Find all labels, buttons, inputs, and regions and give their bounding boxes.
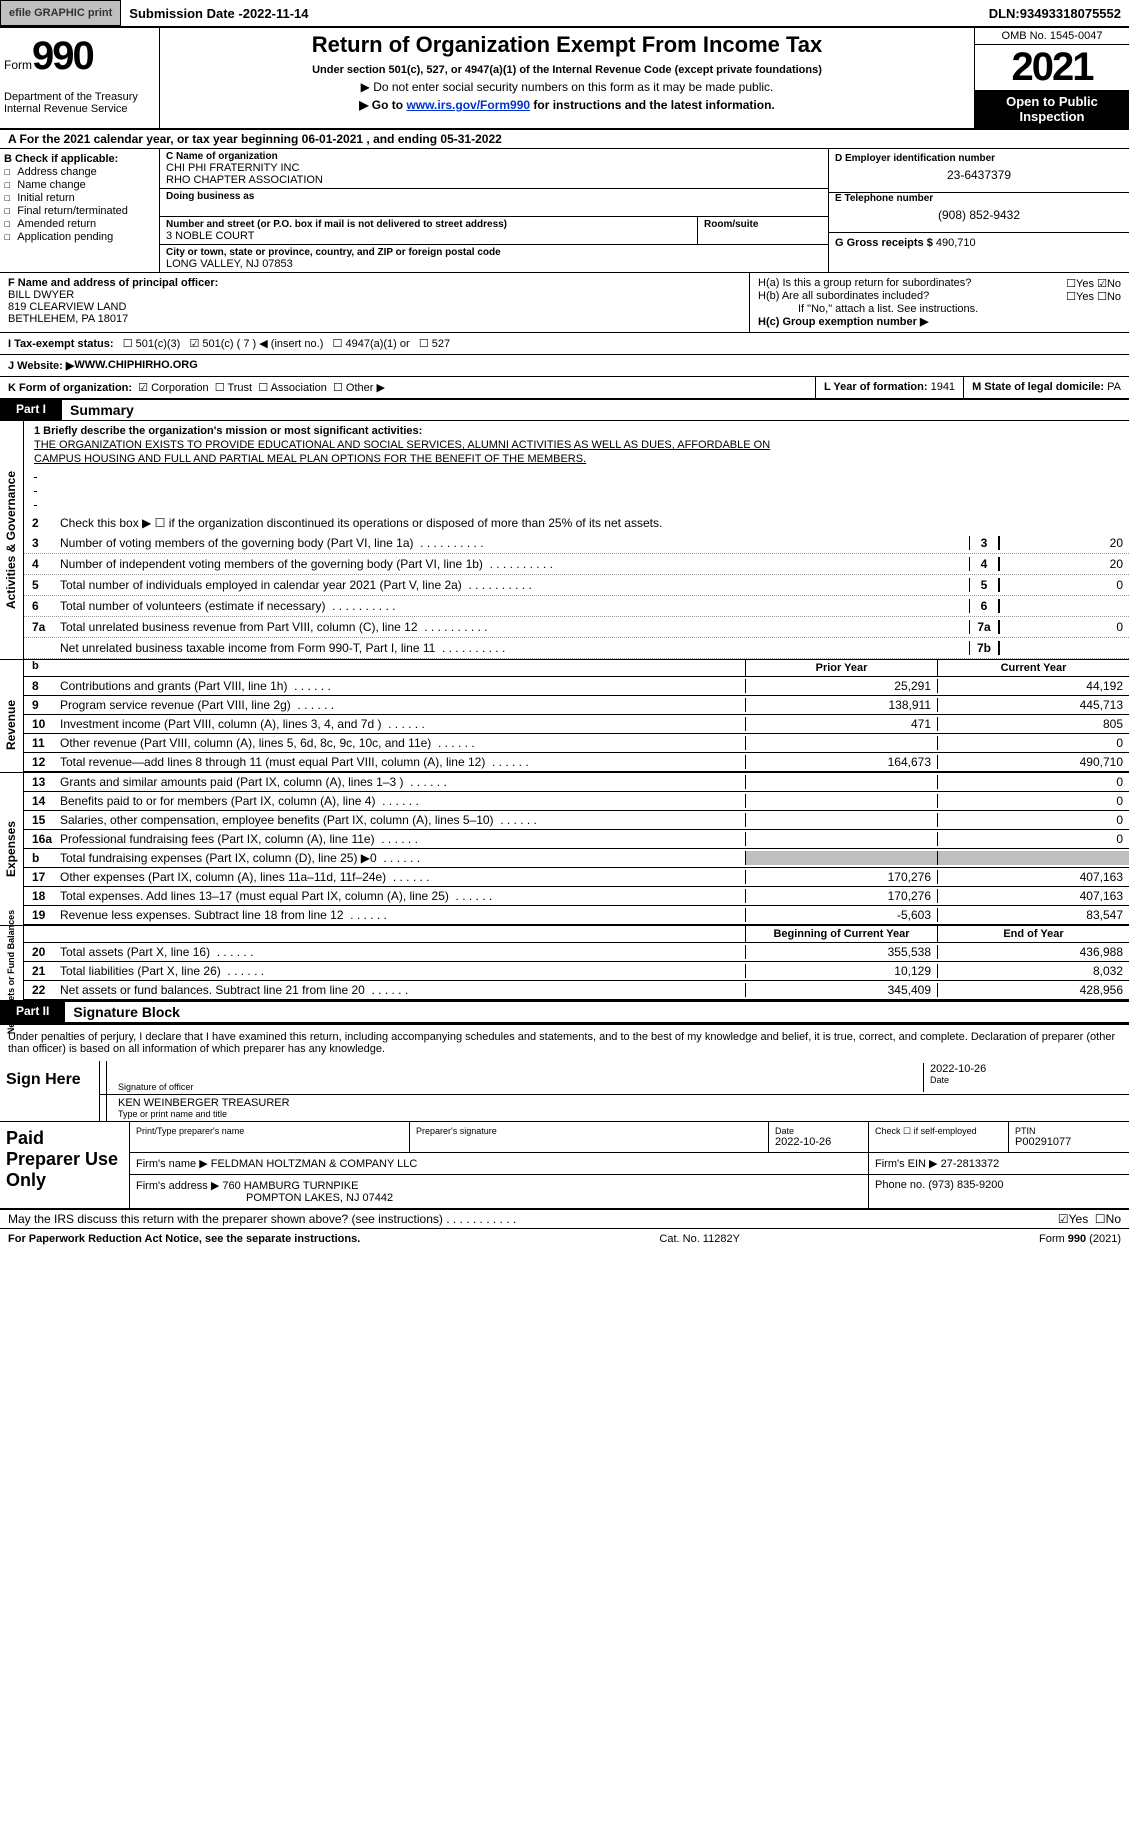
sign-here-block: Sign Here Signature of officer 2022-10-2… [0, 1061, 1129, 1122]
top-toolbar: efile GRAPHIC print Submission Date - 20… [0, 0, 1129, 28]
line-5: 5 Total number of individuals employed i… [24, 575, 1129, 596]
line-13: 13 Grants and similar amounts paid (Part… [24, 773, 1129, 792]
officer-addr1: 819 CLEARVIEW LAND [8, 301, 741, 313]
vtab-net-assets: Net Assets or Fund Balances [0, 943, 24, 1000]
dba-label: Doing business as [166, 191, 822, 202]
firm-phone: (973) 835-9200 [928, 1179, 1003, 1191]
check-amended[interactable]: ☐ [4, 217, 17, 230]
line-10: 10 Investment income (Part VIII, column … [24, 715, 1129, 734]
omb-number: OMB No. 1545-0047 [975, 28, 1129, 45]
line-21: 21 Total liabilities (Part X, line 26) .… [24, 962, 1129, 981]
department-line: Department of the Treasury Internal Reve… [4, 91, 155, 115]
line-12: 12 Total revenue—add lines 8 through 11 … [24, 753, 1129, 772]
goto-link-line: ▶ Go to www.irs.gov/Form990 for instruct… [166, 98, 968, 112]
line-7a: 7a Total unrelated business revenue from… [24, 617, 1129, 638]
vtab-activities: Activities & Governance [0, 421, 24, 659]
graphic-print-button[interactable]: efile GRAPHIC print [0, 0, 121, 26]
check-applicable-label: B Check if applicable: [4, 153, 118, 165]
domicile-state: PA [1107, 381, 1121, 393]
part2-header: Part II Signature Block [0, 1002, 1129, 1023]
vtab-revenue: Revenue [0, 677, 24, 772]
line-8: 8 Contributions and grants (Part VIII, l… [24, 677, 1129, 696]
org-name-2: RHO CHAPTER ASSOCIATION [166, 174, 822, 186]
tel-label: E Telephone number [835, 193, 1123, 204]
check-initial[interactable]: ☐ [4, 191, 17, 204]
line-20: 20 Total assets (Part X, line 16) . . . … [24, 943, 1129, 962]
line-22: 22 Net assets or fund balances. Subtract… [24, 981, 1129, 1000]
org-name-label: C Name of organization [166, 151, 822, 162]
block-bcd: B Check if applicable: ☐ Address change … [0, 149, 1129, 273]
firm-addr2: POMPTON LAKES, NJ 07442 [246, 1192, 393, 1204]
firm-addr1: 760 HAMBURG TURNPIKE [222, 1180, 358, 1192]
room-suite-label: Room/suite [698, 217, 828, 244]
open-public-badge: Open to Public Inspection [975, 90, 1129, 128]
form-subtitle-1: Under section 501(c), 527, or 4947(a)(1)… [166, 64, 968, 76]
page-footer: For Paperwork Reduction Act Notice, see … [0, 1229, 1129, 1249]
vtab-expenses: Expenses [0, 773, 24, 925]
dln: DLN: 93493318075552 [981, 0, 1129, 26]
submission-date: Submission Date - 2022-11-14 [121, 0, 316, 26]
line-14: 14 Benefits paid to or for members (Part… [24, 792, 1129, 811]
line-19: 19 Revenue less expenses. Subtract line … [24, 906, 1129, 925]
line-7b: Net unrelated business taxable income fr… [24, 638, 1129, 659]
check-address[interactable]: ☐ [4, 165, 17, 178]
line-3: 3 Number of voting members of the govern… [24, 533, 1129, 554]
may-discuss-row: May the IRS discuss this return with the… [0, 1210, 1129, 1229]
ein: 23-6437379 [835, 168, 1123, 182]
part1-header: Part I Summary [0, 400, 1129, 421]
website-url[interactable]: WWW.CHIPHIRHO.ORG [74, 359, 197, 372]
line-11: 11 Other revenue (Part VIII, column (A),… [24, 734, 1129, 753]
officer-name: BILL DWYER [8, 289, 741, 301]
check-final[interactable]: ☐ [4, 204, 17, 217]
line-b: b Total fundraising expenses (Part IX, c… [24, 849, 1129, 868]
mission-brief: 1 Briefly describe the organization's mi… [24, 421, 1129, 513]
goto-link[interactable]: www.irs.gov/Form990 [406, 98, 530, 112]
row-a-tax-year: A For the 2021 calendar year, or tax yea… [0, 130, 1129, 149]
check-pending[interactable]: ☐ [4, 230, 17, 243]
telephone: (908) 852-9432 [835, 208, 1123, 222]
form-title: Return of Organization Exempt From Incom… [166, 32, 968, 58]
officer-name-title: KEN WEINBERGER TREASURER [118, 1097, 1123, 1109]
street: 3 NOBLE COURT [166, 230, 691, 242]
row-j-website: J Website: ▶ WWW.CHIPHIRHO.ORG [0, 355, 1129, 377]
line-18: 18 Total expenses. Add lines 13–17 (must… [24, 887, 1129, 906]
firm-name: FELDMAN HOLTZMAN & COMPANY LLC [211, 1158, 418, 1170]
form-header: Form990 Department of the Treasury Inter… [0, 28, 1129, 130]
line-4: 4 Number of independent voting members o… [24, 554, 1129, 575]
line-17: 17 Other expenses (Part IX, column (A), … [24, 868, 1129, 887]
preparer-ptin: P00291077 [1015, 1136, 1123, 1148]
formation-year: 1941 [931, 381, 955, 393]
firm-ein: 27-2813372 [941, 1158, 1000, 1170]
row-k-org-form: K Form of organization: ☑ Corporation ☐ … [0, 377, 1129, 400]
form-subtitle-2: ▶ Do not enter social security numbers o… [166, 80, 968, 94]
tax-year: 2021 [975, 45, 1129, 90]
form-number: Form990 [4, 34, 155, 79]
line-6: 6 Total number of volunteers (estimate i… [24, 596, 1129, 617]
city-label: City or town, state or province, country… [166, 247, 822, 258]
block-fh: F Name and address of principal officer:… [0, 273, 1129, 333]
ein-label: D Employer identification number [835, 153, 1123, 164]
check-name[interactable]: ☐ [4, 178, 17, 191]
gross-receipts: 490,710 [936, 237, 976, 249]
col-headers-1: b Prior Year Current Year [24, 660, 1129, 677]
city: LONG VALLEY, NJ 07853 [166, 258, 822, 270]
sign-date: 2022-10-26 [930, 1063, 1123, 1075]
officer-addr2: BETHLEHEM, PA 18017 [8, 313, 741, 325]
paid-preparer-block: Paid Preparer Use Only Print/Type prepar… [0, 1122, 1129, 1210]
street-label: Number and street (or P.O. box if mail i… [166, 219, 691, 230]
row-i-tax-status: I Tax-exempt status: ☐ 501(c)(3) ☑ 501(c… [0, 333, 1129, 355]
line-9: 9 Program service revenue (Part VIII, li… [24, 696, 1129, 715]
col-headers-2: Beginning of Current Year End of Year [24, 926, 1129, 943]
org-name: CHI PHI FRATERNITY INC [166, 162, 822, 174]
declaration-text: Under penalties of perjury, I declare th… [0, 1023, 1129, 1061]
line-15: 15 Salaries, other compensation, employe… [24, 811, 1129, 830]
line-16a: 16a Professional fundraising fees (Part … [24, 830, 1129, 849]
